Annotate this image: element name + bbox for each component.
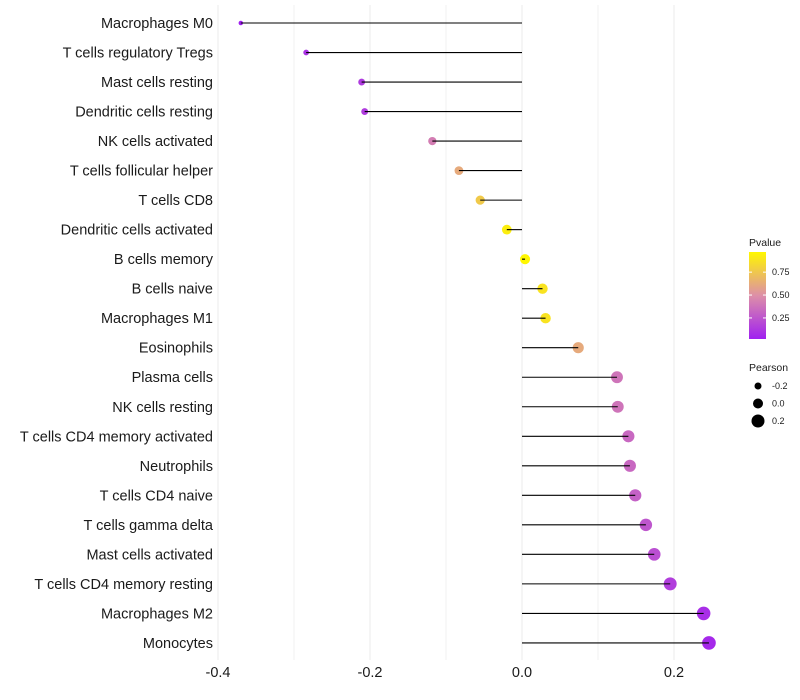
y-tick-label: T cells follicular helper <box>70 164 213 180</box>
lollipop <box>522 577 677 591</box>
lollipop <box>520 254 531 265</box>
y-tick-label: Mast cells resting <box>101 75 213 91</box>
lollipop <box>358 78 522 86</box>
lollipop <box>522 371 623 384</box>
lollipop <box>522 312 551 324</box>
x-tick-label: 0.0 <box>512 665 532 681</box>
pearson-legend-dot <box>754 382 762 390</box>
lollipop <box>238 20 522 26</box>
lollipop <box>522 342 584 354</box>
y-tick-label: T cells CD8 <box>138 193 213 209</box>
pearson-legend-label: 0.2 <box>772 416 785 426</box>
pvalue-legend-title: Pvalue <box>749 237 781 249</box>
lollipop <box>522 606 711 621</box>
lollipop <box>501 224 522 235</box>
lollipop <box>361 108 522 116</box>
lollipop <box>522 489 642 502</box>
lollipop <box>522 430 635 443</box>
y-tick-label: T cells gamma delta <box>84 518 214 534</box>
lollipop <box>522 636 716 650</box>
y-tick-label: NK cells resting <box>112 400 213 416</box>
pvalue-colorbar <box>749 252 766 339</box>
x-axis-ticks: -0.4 -0.2 0.0 0.2 <box>206 665 685 681</box>
lollipop <box>475 195 522 205</box>
lollipop-dot <box>702 636 716 650</box>
y-tick-label: T cells CD4 naive <box>100 488 213 504</box>
pearson-legend-title: Pearson <box>749 362 788 374</box>
x-tick-label: -0.2 <box>358 665 383 681</box>
data-marks <box>238 20 716 650</box>
y-tick-label: T cells CD4 memory resting <box>34 577 213 593</box>
pvalue-colorbar-ticks: 0.25 0.50 0.75 <box>749 267 790 323</box>
lollipop <box>522 459 636 472</box>
y-tick-label: Mast cells activated <box>86 547 213 563</box>
y-tick-label: NK cells activated <box>98 134 213 150</box>
pvalue-legend: Pvalue 0.25 0.50 0.75 <box>749 237 790 339</box>
colorbar-tick-label: 0.75 <box>772 267 790 277</box>
y-tick-label: Macrophages M0 <box>101 16 213 32</box>
x-tick-label: 0.2 <box>664 665 684 681</box>
pearson-legend-label: 0.0 <box>772 399 785 409</box>
y-tick-label: Macrophages M2 <box>101 606 213 622</box>
lollipop <box>522 518 653 532</box>
x-tick-label: -0.4 <box>206 665 231 681</box>
colorbar-tick-label: 0.25 <box>772 313 790 323</box>
y-tick-label: B cells memory <box>114 252 214 268</box>
y-tick-label: B cells naive <box>132 282 213 298</box>
y-tick-label: Plasma cells <box>132 370 213 386</box>
y-tick-label: Neutrophils <box>140 459 213 475</box>
lollipop <box>428 136 522 146</box>
colorbar-tick-label: 0.50 <box>772 290 790 300</box>
lollipop <box>303 49 522 56</box>
y-axis-labels: Macrophages M0 T cells regulatory Tregs Ma… <box>20 16 214 652</box>
lollipop-dot <box>238 20 244 26</box>
y-tick-label: Dendritic cells resting <box>75 105 213 121</box>
pearson-legend-dot <box>751 414 765 428</box>
lollipop <box>522 548 661 561</box>
pearson-legend: Pearson -0.2 0.0 0.2 <box>749 362 788 428</box>
y-tick-label: Dendritic cells activated <box>61 223 213 239</box>
lollipop <box>454 166 522 175</box>
pearson-legend-label: -0.2 <box>772 381 788 391</box>
lollipop <box>522 283 548 294</box>
lollipop <box>522 400 624 413</box>
grid-lines <box>217 5 675 660</box>
pearson-legend-keys: -0.2 0.0 0.2 <box>751 381 788 428</box>
y-tick-label: Eosinophils <box>139 341 213 357</box>
lollipop-dot <box>540 312 551 324</box>
y-tick-label: T cells regulatory Tregs <box>63 46 213 62</box>
y-tick-label: T cells CD4 memory activated <box>20 429 213 445</box>
y-tick-label: Macrophages M1 <box>101 311 213 327</box>
y-tick-label: Monocytes <box>143 636 213 652</box>
pearson-legend-dot <box>753 398 763 409</box>
